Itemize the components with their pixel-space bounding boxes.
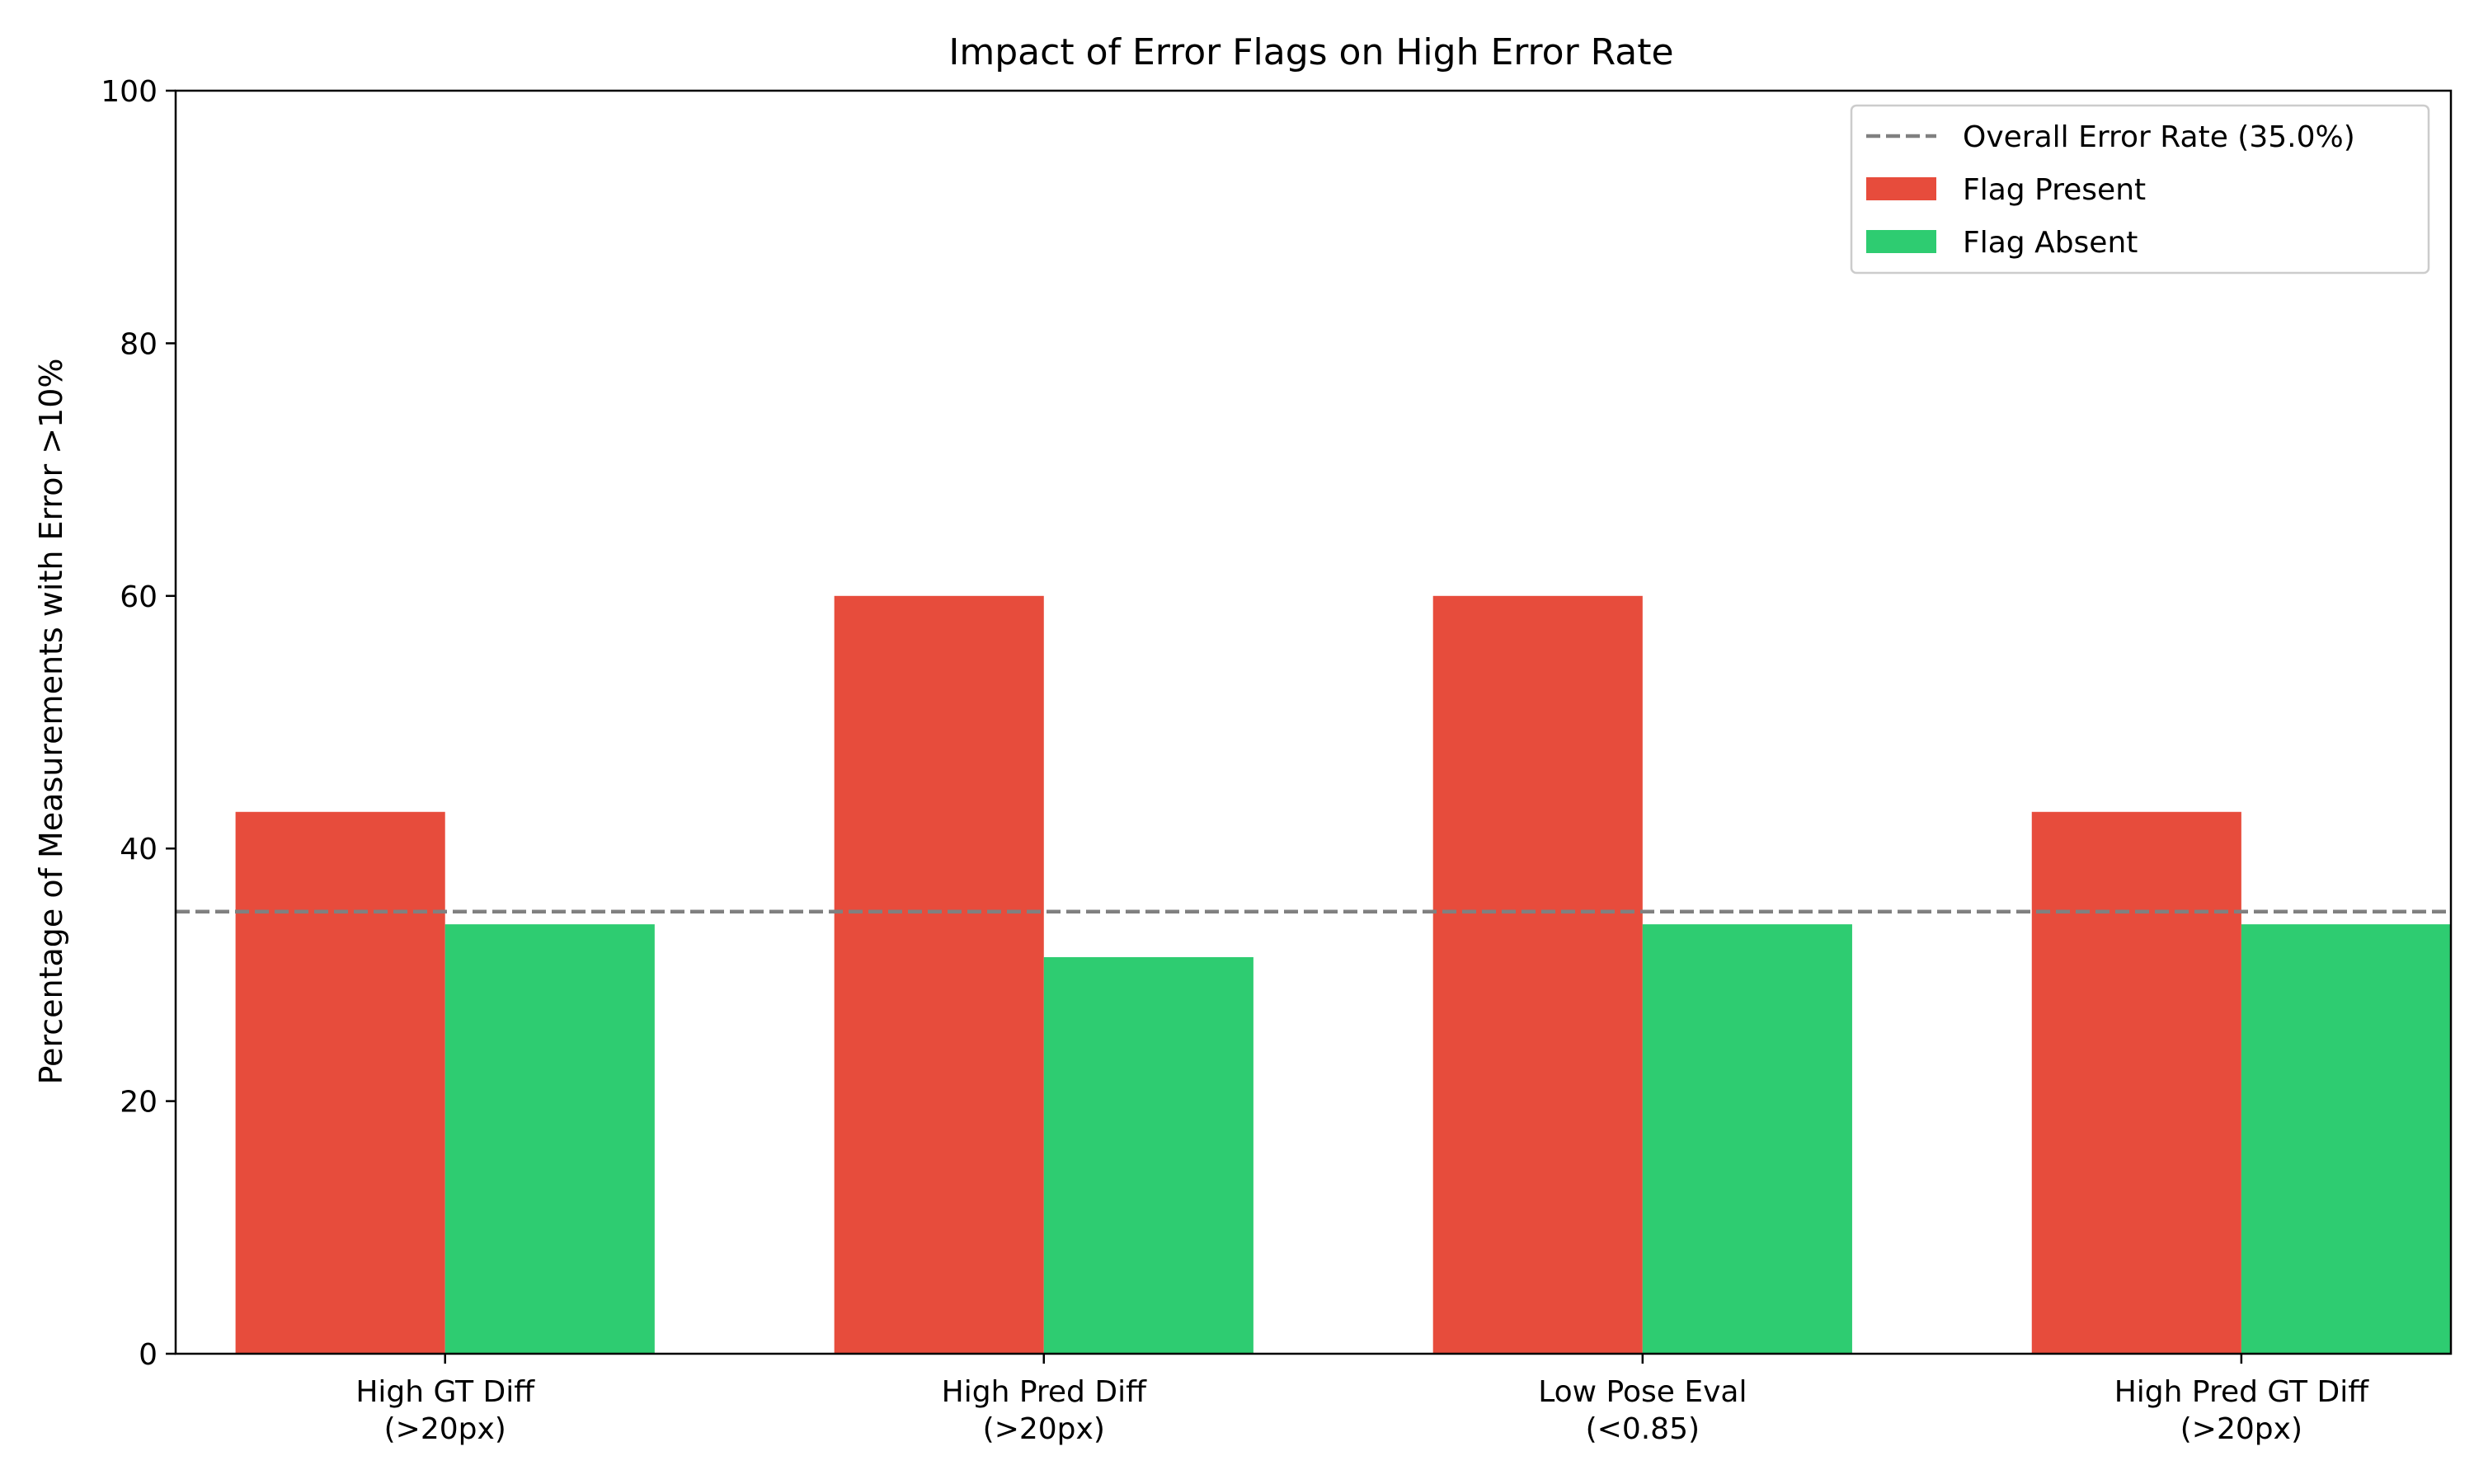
x-tick-label: (>20px) (983, 1412, 1105, 1446)
x-tick-label: High Pred GT Diff (2114, 1375, 2369, 1409)
bar-flag-absent-3 (2241, 924, 2451, 1354)
bar-flag-present-3 (2031, 811, 2241, 1354)
y-tick-label: 100 (101, 75, 158, 109)
legend-label-flag-present: Flag Present (1963, 173, 2146, 207)
plot-frame (174, 89, 2453, 1355)
bar-flag-absent-1 (1043, 956, 1253, 1354)
x-tick-label: (<0.85) (1586, 1412, 1700, 1446)
y-tick-label: 60 (120, 580, 158, 614)
y-axis-label: Percentage of Measurements with Error >1… (33, 358, 69, 1084)
x-tick-label: Low Pose Eval (1538, 1375, 1747, 1409)
x-tick-label: (>20px) (2180, 1412, 2302, 1446)
x-tick-label: (>20px) (384, 1412, 506, 1446)
x-tick-label: High GT Diff (355, 1375, 535, 1409)
legend-marker-flag-absent (1866, 230, 1936, 253)
legend-box (1850, 104, 2430, 275)
y-tick-label: 0 (139, 1338, 158, 1372)
y-tick-label: 20 (120, 1086, 158, 1120)
chart-title: Impact of Error Flags on High Error Rate (948, 31, 1673, 73)
bar-flag-present-2 (1432, 595, 1643, 1354)
x-tick-label: High Pred Diff (942, 1375, 1147, 1409)
bar-flag-absent-0 (444, 924, 655, 1354)
bars-layer (235, 595, 2451, 1354)
bar-flag-present-1 (834, 595, 1044, 1354)
bar-flag-present-0 (235, 811, 445, 1354)
bar-flag-absent-2 (1642, 924, 1852, 1354)
y-tick-label: 40 (120, 833, 158, 866)
y-tick-label: 80 (120, 327, 158, 361)
legend-label-flag-absent: Flag Absent (1963, 226, 2138, 260)
legend-label-overall-error-rate: Overall Error Rate (35.0%) (1963, 120, 2355, 154)
legend-marker-flag-present (1866, 177, 1936, 200)
legend: Overall Error Rate (35.0%) Flag Present Fl… (1850, 104, 2430, 275)
